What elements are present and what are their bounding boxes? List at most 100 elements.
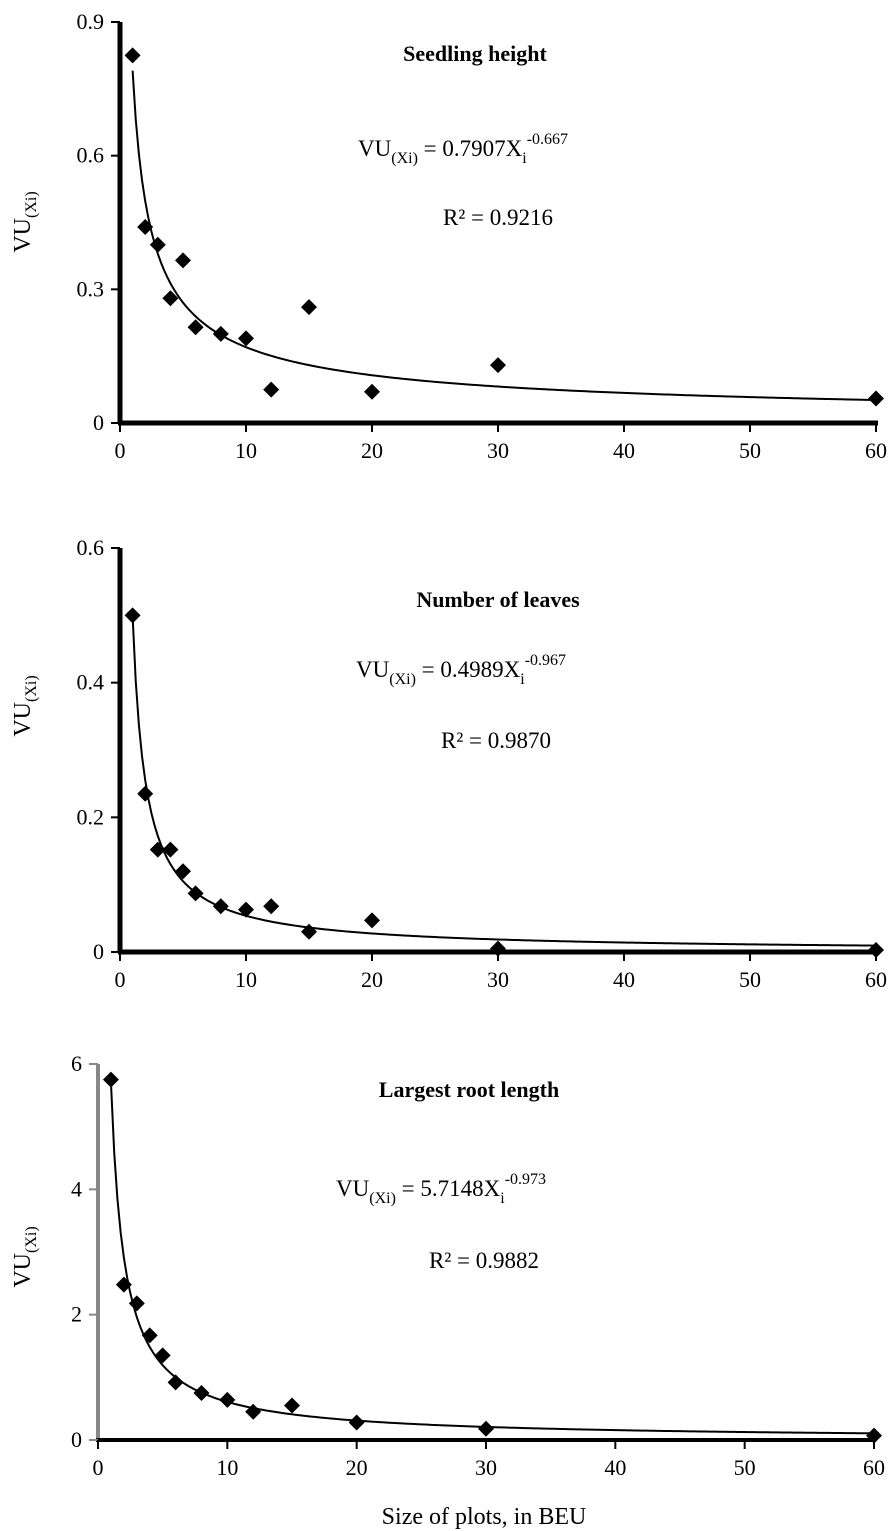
data-point (128, 1295, 145, 1312)
data-point (162, 290, 179, 307)
equation-prefix: VU (336, 1176, 370, 1201)
data-point (364, 383, 380, 400)
equation-prefix-sub: (Xi) (391, 150, 418, 167)
data-point (245, 1403, 262, 1420)
y-tick-label: 0.6 (77, 535, 105, 560)
x-tick-label: 60 (865, 967, 887, 992)
x-tick-label: 60 (865, 438, 887, 463)
data-point (154, 1347, 171, 1364)
equation-var-sub: i (520, 671, 525, 688)
data-point (490, 357, 506, 374)
data-point (868, 390, 884, 407)
x-tick-label: 30 (475, 1455, 497, 1480)
data-point (866, 1427, 882, 1444)
chart-title: Seedling height (403, 41, 547, 66)
equation-body: = 0.7907X (418, 136, 523, 161)
data-point (187, 885, 204, 902)
equation-exponent: -0.967 (525, 652, 566, 669)
data-point (348, 1414, 365, 1431)
data-point (284, 1397, 300, 1414)
x-tick-label: 20 (346, 1455, 368, 1480)
x-tick-label: 50 (739, 438, 761, 463)
trend-equation: VU(Xi) = 5.7148Xi-0.973 (336, 1171, 546, 1207)
y-tick-label: 2 (71, 1302, 82, 1327)
chart-title: Number of leaves (416, 587, 580, 612)
data-point (115, 1276, 132, 1293)
r-squared-label: R² = 0.9882 (429, 1248, 539, 1273)
y-axis-label-sub: (Xi) (23, 675, 40, 702)
y-tick-label: 0 (71, 1427, 82, 1452)
equation-body: = 5.7148X (396, 1176, 501, 1201)
data-point (124, 47, 141, 64)
chart-title: Largest root length (379, 1077, 559, 1102)
r-squared-label: R² = 0.9870 (441, 728, 551, 753)
data-point (212, 325, 229, 342)
data-point (478, 1420, 494, 1437)
data-point (175, 863, 191, 880)
data-point (149, 841, 166, 858)
trend-line (131, 70, 877, 402)
y-tick-label: 0.9 (77, 9, 105, 34)
equation-prefix: VU (358, 136, 392, 161)
trend-equation: VU(Xi) = 0.4989Xi-0.967 (356, 652, 566, 688)
x-tick-label: 0 (115, 967, 126, 992)
x-tick-label: 30 (487, 967, 509, 992)
data-point (868, 941, 884, 958)
data-point (263, 898, 280, 915)
y-tick-label: 0.4 (77, 670, 105, 695)
x-tick-label: 60 (863, 1455, 885, 1480)
data-point (301, 923, 317, 940)
data-point (149, 236, 166, 253)
y-tick-label: 0 (93, 410, 104, 435)
y-tick-label: 0.3 (77, 276, 105, 301)
equation-prefix-sub: (Xi) (389, 671, 416, 688)
y-axis-label-main: VU (10, 218, 36, 253)
x-tick-label: 20 (361, 438, 383, 463)
x-tick-label: 50 (734, 1455, 756, 1480)
trend-line (131, 616, 877, 947)
y-tick-label: 6 (71, 1051, 82, 1076)
equation-var-sub: i (522, 150, 527, 167)
x-tick-label: 40 (613, 438, 635, 463)
data-point (301, 299, 317, 316)
data-point (263, 381, 280, 398)
data-point (193, 1385, 210, 1401)
r-squared-label: R² = 0.9216 (443, 205, 553, 230)
y-axis-label: VU(Xi) (10, 675, 40, 736)
data-point (238, 330, 254, 347)
y-tick-label: 0 (93, 939, 104, 964)
data-point (124, 607, 141, 624)
data-point (175, 252, 191, 269)
data-point (102, 1071, 119, 1088)
x-axis-label: Size of plots, in BEU (382, 1504, 587, 1530)
data-point (364, 912, 380, 929)
x-tick-label: 10 (235, 438, 257, 463)
data-point (219, 1391, 236, 1408)
data-point (137, 785, 154, 802)
data-point (141, 1327, 158, 1344)
data-point (187, 319, 204, 336)
trend-equation: VU(Xi) = 0.7907Xi-0.667 (358, 131, 568, 167)
data-point (167, 1374, 184, 1391)
x-tick-label: 40 (613, 967, 635, 992)
y-axis-label: VU(Xi) (10, 1226, 40, 1287)
y-tick-label: 0.2 (77, 804, 105, 829)
x-tick-label: 40 (604, 1455, 626, 1480)
y-axis-label-sub: (Xi) (23, 191, 40, 218)
x-tick-label: 50 (739, 967, 761, 992)
x-tick-label: 10 (216, 1455, 238, 1480)
x-tick-label: 20 (361, 967, 383, 992)
equation-exponent: -0.667 (527, 131, 568, 148)
data-point (238, 901, 254, 918)
equation-prefix: VU (356, 657, 390, 682)
data-point (162, 841, 179, 858)
data-point (137, 218, 154, 235)
y-tick-label: 0.6 (77, 143, 105, 168)
y-tick-label: 4 (71, 1176, 82, 1201)
y-axis-label-sub: (Xi) (23, 1226, 40, 1253)
equation-prefix-sub: (Xi) (369, 1190, 396, 1207)
equation-body: = 0.4989X (416, 657, 521, 682)
